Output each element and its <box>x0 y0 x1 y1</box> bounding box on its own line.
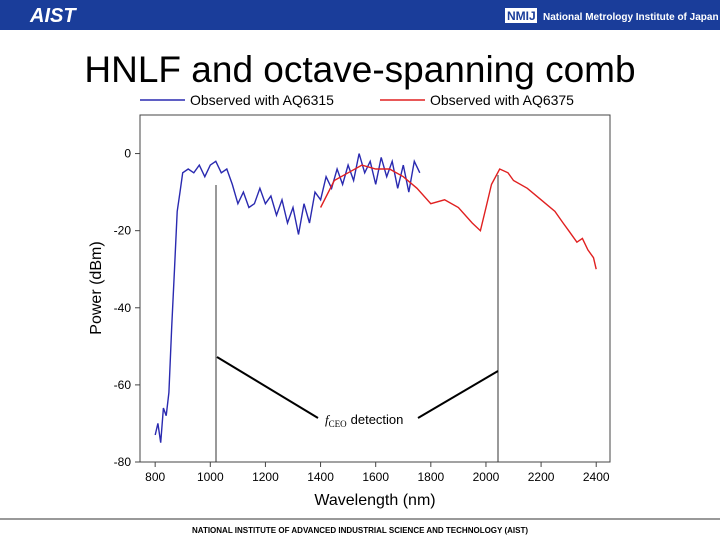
x-tick-label: 1000 <box>197 470 224 484</box>
series-line <box>154 153 421 443</box>
x-tick-label: 2400 <box>583 470 610 484</box>
plot-frame <box>139 114 611 463</box>
y-tick-label: 0 <box>124 147 131 161</box>
x-tick-label: 800 <box>145 470 165 484</box>
arrow <box>216 356 319 419</box>
nmij-logo: NMIJ <box>507 9 536 23</box>
legend-label: Observed with AQ6375 <box>430 92 574 108</box>
aist-logo: AIST <box>29 5 77 27</box>
y-tick-label: -80 <box>114 455 132 469</box>
series-line <box>319 164 597 270</box>
annotation: fCEO detection <box>325 412 403 429</box>
annotation-symbol: f <box>325 412 331 427</box>
annotation-subscript: CEO <box>329 419 348 429</box>
header-bar <box>0 0 720 30</box>
x-tick-label: 1400 <box>307 470 334 484</box>
nmij-logo-bg <box>505 8 537 23</box>
y-tick-label: -20 <box>114 224 132 238</box>
x-axis-label: Wavelength (nm) <box>314 492 435 509</box>
y-tick-label: -40 <box>114 301 132 315</box>
slide-title: HNLF and octave-spanning comb <box>84 49 635 90</box>
x-tick-label: 1800 <box>417 470 444 484</box>
x-tick-label: 1600 <box>362 470 389 484</box>
y-axis-label: Power (dBm) <box>88 241 105 334</box>
annotation-text: detection <box>351 412 404 427</box>
legend-label: Observed with AQ6315 <box>190 92 334 108</box>
arrow <box>417 370 499 419</box>
footer: NATIONAL INSTITUTE OF ADVANCED INDUSTRIA… <box>192 526 528 535</box>
org-name: National Metrology Institute of Japan <box>543 12 719 23</box>
x-tick-label: 2000 <box>473 470 500 484</box>
x-tick-label: 2200 <box>528 470 555 484</box>
y-tick-label: -60 <box>114 378 132 392</box>
x-tick-label: 1200 <box>252 470 279 484</box>
